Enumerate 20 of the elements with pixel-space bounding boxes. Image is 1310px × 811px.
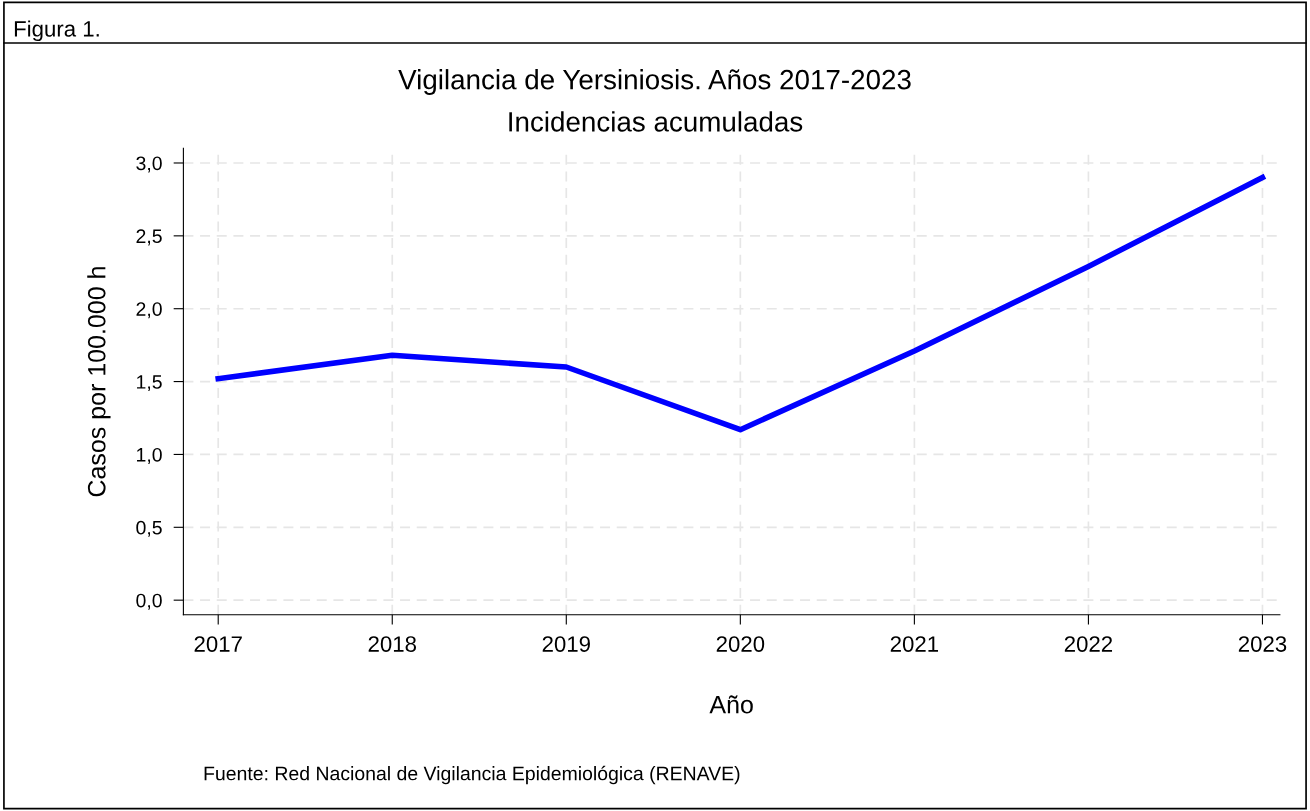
y-tick-label: 3,0 — [136, 156, 162, 173]
text: Figura 1. — [14, 20, 99, 42]
y-tick-label: 0,0 — [136, 593, 162, 610]
y-tick-label: 2,5 — [136, 229, 162, 246]
y-axis-title: Casos por 100.000 h — [87, 267, 111, 497]
x-tick-label: 2022 — [1064, 636, 1113, 652]
y-tick-label: 2,0 — [136, 302, 162, 319]
chart-subtitle: Incidencias acumuladas — [509, 111, 803, 132]
y-tick-label: 0,5 — [136, 520, 162, 537]
y-tick-label: 1,5 — [137, 375, 162, 392]
x-tick-label: 2018 — [368, 636, 417, 652]
x-tick-label: 2023 — [1238, 636, 1287, 652]
source-note: Fuente: Red Nacional de Vigilancia Epidemiológica (RENAVE) — [204, 765, 740, 785]
y-tick-label: 1,0 — [137, 447, 162, 464]
chart-title: Vigilancia de Yersiniosis. Años 2017-2023 — [398, 69, 911, 95]
x-tick-label: 2021 — [890, 636, 939, 652]
x-tick-label: 2019 — [542, 636, 590, 652]
x-axis-title: Año — [709, 695, 753, 714]
x-tick-label: 2017 — [194, 636, 242, 652]
x-tick-label: 2020 — [716, 636, 765, 652]
